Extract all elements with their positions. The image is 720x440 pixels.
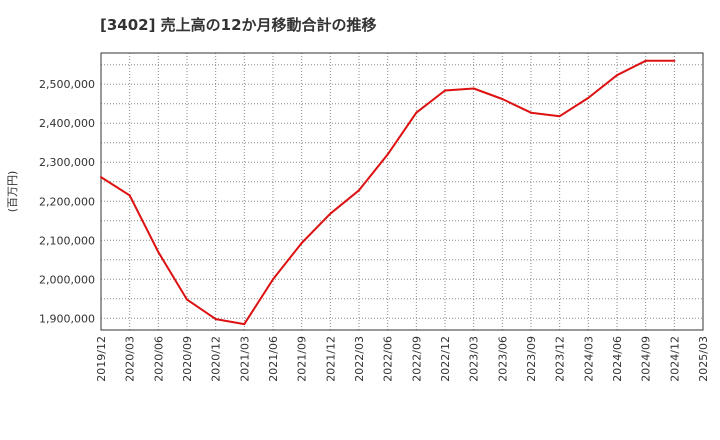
x-tick-label: 2022/12 xyxy=(439,336,452,382)
x-tick-label: 2021/06 xyxy=(267,336,280,382)
x-tick-label: 2021/03 xyxy=(238,336,251,382)
chart-title: [3402] 売上高の12か月移動合計の推移 xyxy=(100,16,377,34)
data-point xyxy=(472,87,475,90)
data-point xyxy=(243,323,246,326)
y-tick-label: 1,900,000 xyxy=(39,312,95,325)
data-point xyxy=(186,298,188,301)
y-axis-ticks: 1,900,000 2,000,000 2,100,000 2,200,000 2,30… xyxy=(39,78,95,325)
x-tick-label: 2023/03 xyxy=(468,336,481,382)
x-tick-label: 2024/06 xyxy=(611,336,624,382)
x-tick-label: 2019/12 xyxy=(95,336,108,382)
x-axis-ticks: 2019/12 2020/03 2020/06 2020/09 2020/12 2021/… xyxy=(95,336,710,382)
x-tick-label: 2020/03 xyxy=(124,336,137,382)
data-point xyxy=(386,153,389,156)
data-point xyxy=(444,89,446,92)
grid-lines xyxy=(100,53,704,330)
data-point xyxy=(501,98,504,101)
y-tick-label: 2,100,000 xyxy=(39,234,95,247)
x-tick-label: 2023/06 xyxy=(496,336,509,382)
x-tick-label: 2024/12 xyxy=(668,336,681,382)
y-tick-label: 2,300,000 xyxy=(39,156,95,169)
x-tick-label: 2024/03 xyxy=(582,336,595,382)
y-tick-label: 2,400,000 xyxy=(39,117,95,130)
y-tick-label: 2,000,000 xyxy=(39,273,95,286)
data-point xyxy=(157,250,160,253)
series-layer xyxy=(100,59,676,326)
data-point xyxy=(616,74,618,77)
x-tick-label: 2024/09 xyxy=(640,336,653,382)
x-tick-label: 2022/06 xyxy=(382,336,395,382)
data-point xyxy=(673,59,676,62)
x-tick-label: 2020/09 xyxy=(181,336,194,382)
data-point xyxy=(644,59,647,62)
y-tick-label: 2,200,000 xyxy=(39,195,95,208)
x-tick-label: 2025/03 xyxy=(697,336,710,382)
data-point xyxy=(415,111,418,114)
data-point xyxy=(329,212,332,215)
data-point xyxy=(300,241,303,244)
x-tick-label: 2021/09 xyxy=(296,336,309,382)
y-axis-label: (百万円) xyxy=(6,171,19,213)
data-point xyxy=(128,194,131,197)
plot-area xyxy=(100,52,704,331)
data-point xyxy=(530,111,532,114)
x-tick-label: 2023/12 xyxy=(554,336,567,382)
data-point xyxy=(272,278,274,281)
data-point xyxy=(100,176,102,179)
x-tick-label: 2021/12 xyxy=(324,336,337,382)
x-tick-label: 2020/12 xyxy=(210,336,223,382)
x-tick-label: 2022/09 xyxy=(410,336,423,382)
data-point xyxy=(558,115,561,118)
y-tick-label: 2,500,000 xyxy=(39,78,95,91)
data-point xyxy=(214,318,217,321)
data-point xyxy=(587,96,590,99)
x-tick-label: 2023/09 xyxy=(525,336,538,382)
x-tick-label: 2022/03 xyxy=(353,336,366,382)
x-tick-label: 2020/06 xyxy=(152,336,165,382)
data-point xyxy=(358,189,360,192)
